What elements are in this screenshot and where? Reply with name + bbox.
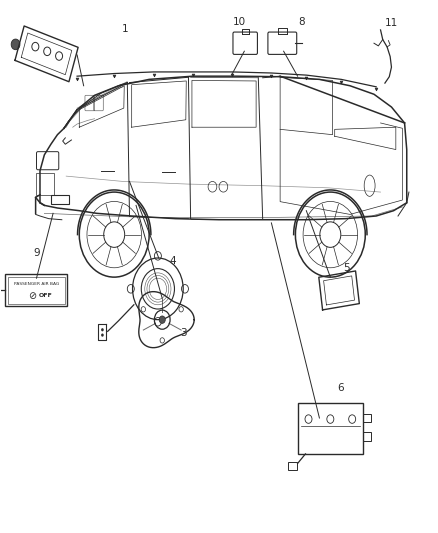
Text: 9: 9 xyxy=(33,248,40,258)
Circle shape xyxy=(159,316,165,324)
Text: 10: 10 xyxy=(233,17,246,27)
Text: 3: 3 xyxy=(180,328,187,338)
Text: 1: 1 xyxy=(122,24,128,34)
Text: 11: 11 xyxy=(385,18,398,28)
Circle shape xyxy=(11,39,20,50)
Circle shape xyxy=(101,334,104,337)
Circle shape xyxy=(101,328,104,332)
Text: 6: 6 xyxy=(337,383,344,393)
Text: OFF: OFF xyxy=(39,293,53,298)
Text: 8: 8 xyxy=(298,17,304,27)
Text: ⊘: ⊘ xyxy=(28,290,36,301)
Text: 5: 5 xyxy=(344,263,350,273)
Text: 4: 4 xyxy=(169,256,176,266)
Text: PASSENGER AIR BAG: PASSENGER AIR BAG xyxy=(14,282,59,286)
